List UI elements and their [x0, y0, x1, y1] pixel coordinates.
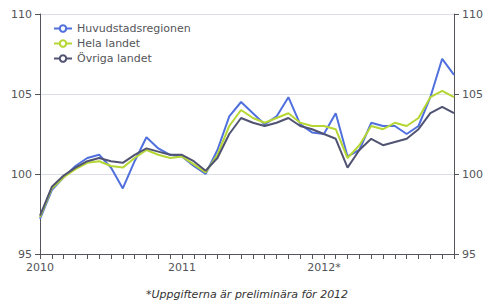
- svg-text:*Uppgifterna är preliminära fö: *Uppgifterna är preliminära för 2012: [146, 288, 348, 301]
- svg-text:2012*: 2012*: [307, 261, 341, 274]
- svg-text:105: 105: [462, 88, 483, 101]
- svg-text:110: 110: [462, 8, 483, 21]
- svg-text:95: 95: [462, 248, 476, 261]
- svg-text:95: 95: [18, 248, 32, 261]
- svg-text:105: 105: [11, 88, 32, 101]
- svg-text:Övriga landet: Övriga landet: [77, 52, 152, 65]
- svg-text:100: 100: [462, 168, 483, 181]
- svg-text:Huvudstadsregionen: Huvudstadsregionen: [77, 22, 191, 35]
- svg-text:Hela landet: Hela landet: [77, 37, 141, 50]
- svg-text:110: 110: [11, 8, 32, 21]
- svg-text:100: 100: [11, 168, 32, 181]
- svg-text:2010: 2010: [26, 261, 54, 274]
- svg-text:2011: 2011: [168, 261, 196, 274]
